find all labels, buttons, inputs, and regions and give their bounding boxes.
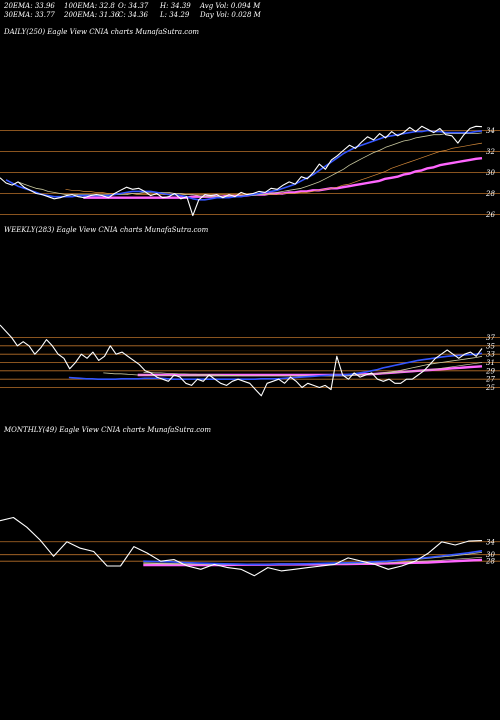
- weekly-y-tick-label: 33: [486, 351, 495, 359]
- daily-y-tick-label: 28: [485, 190, 495, 198]
- weekly-y-tick-label: 35: [486, 342, 495, 350]
- monthly-panel-label: MONTHLY(49) Eagle View CNIA charts Munaf…: [4, 426, 211, 434]
- stat-day-vol: Day Vol: 0.028 M: [200, 11, 261, 19]
- daily-ema20-line: [5, 129, 483, 201]
- weekly-y-tick-label: 29: [485, 367, 495, 375]
- weekly-ema20-line: [68, 352, 483, 381]
- weekly-y-tick-label: 27: [485, 376, 495, 384]
- daily-price-line: [0, 125, 483, 217]
- stat-high: H: 34.39: [160, 2, 191, 10]
- weekly-y-tick-label: 31: [486, 359, 495, 367]
- daily-y-tick-label: 26: [485, 211, 495, 219]
- monthly-price-line: [0, 516, 483, 577]
- weekly-y-tick-label: 37: [486, 334, 495, 342]
- daily-panel-label: DAILY(250) Eagle View CNIA charts Munafa…: [4, 28, 200, 36]
- weekly-panel-label: WEEKLY(283) Eagle View CNIA charts Munaf…: [4, 226, 209, 234]
- stat-ema200: 200EMA: 31.36: [64, 11, 120, 19]
- monthly-y-tick-label: 30: [486, 551, 495, 559]
- weekly-ema30-line: [103, 355, 483, 377]
- monthly-y-tick-label: 28: [485, 558, 495, 566]
- daily-ema100-line: [65, 142, 483, 195]
- stat-avg-vol: Avg Vol: 0.094 M: [200, 2, 261, 10]
- daily-y-tick-label: 30: [486, 169, 495, 177]
- weekly-y-tick-label: 25: [485, 384, 495, 392]
- daily-y-tick-label: 32: [486, 148, 495, 156]
- stat-close: C: 34.36: [118, 11, 148, 19]
- daily-y-tick-label: 34: [486, 127, 495, 135]
- stat-low: L: 34.29: [160, 11, 190, 19]
- stat-ema30: 30EMA: 33.77: [4, 11, 55, 19]
- monthly-y-tick-label: 34: [486, 538, 495, 546]
- stat-ema100: 100EMA: 32.8: [64, 2, 115, 10]
- stat-ema20: 20EMA: 33.96: [4, 2, 55, 10]
- weekly-price-line: [0, 324, 483, 397]
- stat-open: O: 34.37: [118, 2, 149, 10]
- monthly-ema20-line: [143, 550, 483, 566]
- daily-ema30-line: [17, 132, 483, 198]
